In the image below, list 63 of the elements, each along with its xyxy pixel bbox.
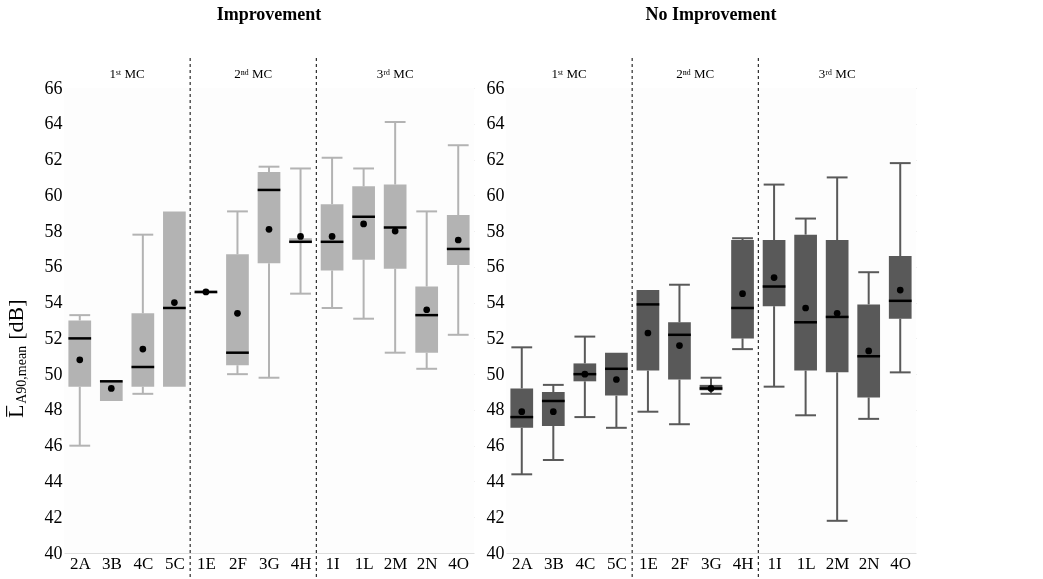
band-label: 1ˢᵗ MC (109, 66, 145, 81)
y-tick-label: 48 (44, 399, 63, 420)
x-tick-label: 2F (670, 553, 689, 573)
y-tick-label: 62 (486, 149, 505, 170)
y-tick-label: 60 (486, 184, 505, 205)
x-tick-label: 4H (290, 553, 312, 573)
y-tick-label: 50 (486, 363, 505, 384)
y-tick-label: 60 (44, 184, 63, 205)
chart-title: Improvement (216, 3, 322, 24)
y-tick-label: 40 (486, 542, 505, 563)
y-tick-label: 48 (486, 399, 505, 420)
band-label: 3ʳᵈ MC (818, 66, 856, 81)
band-label: 2ⁿᵈ MC (676, 66, 715, 81)
y-axis-title: L̅A90,mean [dB] (3, 299, 29, 418)
x-tick-label: 4H (732, 553, 754, 573)
x-tick-label: 3B (101, 553, 122, 573)
x-tick-label: 1L (354, 553, 374, 573)
y-tick-label: 64 (486, 113, 505, 134)
y-tick-label: 66 (486, 77, 505, 98)
band-label: 1ˢᵗ MC (551, 66, 587, 81)
x-tick-label: 4O (448, 553, 470, 573)
y-tick-label: 40 (44, 542, 63, 563)
x-tick-label: 2M (383, 553, 408, 573)
x-tick-label: 1I (325, 553, 340, 573)
x-tick-label: 2N (416, 553, 438, 573)
y-tick-label: 50 (44, 363, 63, 384)
y-tick-label: 42 (44, 506, 63, 527)
y-tick-label: 56 (486, 256, 505, 277)
y-tick-label: 64 (44, 113, 63, 134)
x-tick-label: 2N (858, 553, 880, 573)
y-tick-label: 52 (44, 327, 63, 348)
y-tick-label: 56 (44, 256, 63, 277)
y-tick-label: 52 (486, 327, 505, 348)
x-tick-label: 4O (890, 553, 912, 573)
y-tick-label: 54 (486, 292, 505, 313)
y-tick-label: 66 (44, 77, 63, 98)
x-tick-label: 1I (767, 553, 782, 573)
chart-title: No Improvement (645, 3, 777, 24)
x-tick-label: 1E (638, 553, 658, 573)
y-tick-label: 58 (486, 220, 505, 241)
y-tick-label: 58 (44, 220, 63, 241)
x-tick-label: 2M (825, 553, 850, 573)
x-tick-label: 2A (69, 553, 92, 573)
x-tick-label: 1L (796, 553, 816, 573)
y-tick-label: 44 (44, 470, 63, 491)
band-label: 2ⁿᵈ MC (234, 66, 273, 81)
x-tick-label: 2F (228, 553, 247, 573)
y-tick-label: 54 (44, 292, 63, 313)
band-label: 3ʳᵈ MC (376, 66, 414, 81)
x-tick-label: 3B (543, 553, 564, 573)
x-tick-label: 5C (164, 553, 185, 573)
x-tick-label: 2A (511, 553, 534, 573)
y-tick-label: 44 (486, 470, 505, 491)
y-tick-label: 62 (44, 149, 63, 170)
x-tick-label: 3G (701, 553, 722, 573)
x-tick-label: 5C (606, 553, 627, 573)
x-tick-label: 1E (196, 553, 216, 573)
x-tick-label: 4C (133, 553, 154, 573)
y-tick-label: 46 (44, 435, 63, 456)
x-tick-label: 3G (259, 553, 280, 573)
y-tick-label: 42 (486, 506, 505, 527)
y-tick-label: 46 (486, 435, 505, 456)
x-tick-label: 4C (575, 553, 596, 573)
